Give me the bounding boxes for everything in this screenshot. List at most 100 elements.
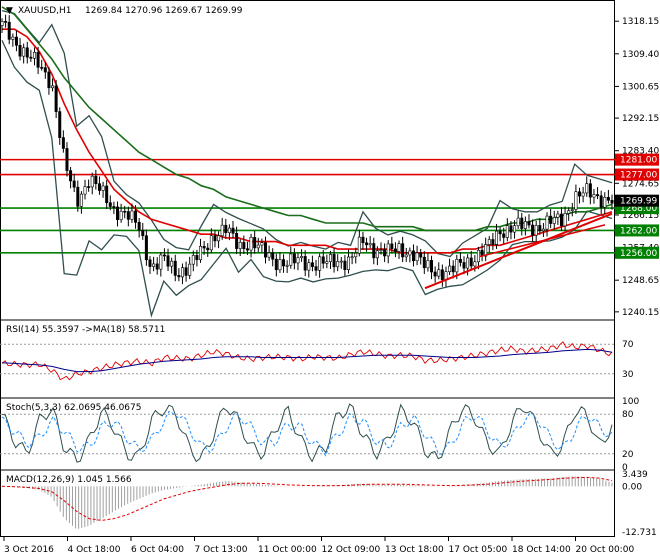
candle-body xyxy=(538,225,542,232)
candle-body xyxy=(83,186,87,195)
rsi-panel[interactable] xyxy=(0,341,615,381)
candle-body xyxy=(134,210,138,223)
candle-body xyxy=(451,265,455,273)
candle-body xyxy=(365,242,369,246)
candle-body xyxy=(148,259,152,267)
candle-body xyxy=(101,185,105,191)
candle-body xyxy=(40,67,44,69)
candle-body xyxy=(79,193,83,207)
time-axis-label: 4 Oct 18:00 xyxy=(68,545,121,555)
candle-body xyxy=(494,230,498,245)
candle-body xyxy=(36,51,40,68)
candle-body xyxy=(458,259,462,263)
time-axis-label: 7 Oct 13:00 xyxy=(195,545,248,555)
candle-body xyxy=(108,202,112,207)
candle-body xyxy=(578,191,582,197)
stoch-signal-line xyxy=(1,410,613,457)
candle-body xyxy=(76,186,80,207)
candle-body xyxy=(357,236,361,254)
candle-body xyxy=(199,246,203,261)
candle-body xyxy=(144,235,148,261)
level-price-label: 1256.00 xyxy=(620,249,657,259)
candle-body xyxy=(307,262,311,271)
candle-body xyxy=(386,243,390,257)
stoch-panel[interactable] xyxy=(0,403,615,463)
candle-body xyxy=(303,256,307,271)
candle-body xyxy=(263,242,267,258)
candle-body xyxy=(310,262,314,267)
candle-body xyxy=(523,221,527,229)
candle-body xyxy=(541,228,545,232)
candle-body xyxy=(393,248,397,252)
ma-slow-line xyxy=(2,28,613,254)
candle-body xyxy=(516,217,520,227)
symbol-dropdown-icon[interactable]: ▼ xyxy=(6,6,13,16)
current-price-label: 1269.99 xyxy=(620,197,657,207)
macd-panel[interactable] xyxy=(1,476,613,529)
time-axis-label: 6 Oct 04:00 xyxy=(131,545,184,555)
price-axis-label: 1300.65 xyxy=(622,82,659,92)
candle-body xyxy=(105,185,109,204)
candle-body xyxy=(336,261,340,268)
candle-body xyxy=(271,252,275,260)
candle-body xyxy=(556,213,560,218)
macd-axis-label: -12.731 xyxy=(622,528,657,538)
stoch-axis-label: 20 xyxy=(622,450,634,460)
candle-body xyxy=(256,244,260,249)
candle-body xyxy=(152,263,156,267)
candle-body xyxy=(137,222,141,231)
candle-body xyxy=(195,255,199,261)
candle-body xyxy=(552,217,556,224)
candle-body xyxy=(213,235,217,242)
candle-body xyxy=(249,237,253,251)
candle-body xyxy=(162,254,166,257)
price-axis-label: 1292.15 xyxy=(622,114,659,124)
candle-body xyxy=(289,253,293,266)
candle-body xyxy=(235,233,239,249)
candle-body xyxy=(509,225,513,233)
level-price-label: 1268.00 xyxy=(620,204,657,214)
candle-body xyxy=(209,235,213,251)
candle-body xyxy=(260,242,264,246)
price-axis-label: 1309.40 xyxy=(622,50,659,60)
candle-body xyxy=(227,227,231,234)
candle-body xyxy=(22,47,26,57)
price-axis-label: 1283.40 xyxy=(622,147,659,157)
candle-body xyxy=(220,224,224,236)
chart-symbol: XAUUSD,H1 xyxy=(18,6,72,16)
candle-body xyxy=(596,194,600,197)
candle-body xyxy=(513,225,517,233)
level-price-tag xyxy=(615,246,659,259)
candle-body xyxy=(155,263,159,270)
ma-fast-line xyxy=(1,6,613,232)
candle-body xyxy=(588,183,592,198)
candle-body xyxy=(534,225,538,236)
candle-body xyxy=(61,137,65,149)
candle-body xyxy=(14,36,18,46)
rsi-level-label: 70 xyxy=(622,340,634,350)
candle-body xyxy=(300,256,304,259)
price-axis-label: 1248.65 xyxy=(622,276,659,286)
candle-body xyxy=(610,200,614,204)
level-price-tag xyxy=(615,224,659,237)
candle-body xyxy=(116,206,120,221)
candle-body xyxy=(206,247,210,251)
price-axis-label: 1240.15 xyxy=(622,308,659,318)
candle-body xyxy=(368,243,372,246)
price-panel[interactable] xyxy=(0,6,615,318)
candle-body xyxy=(159,254,163,270)
candle-body xyxy=(188,263,192,276)
time-axis-label: 11 Oct 00:00 xyxy=(258,545,317,555)
candle-body xyxy=(581,192,585,197)
candle-body xyxy=(599,195,603,208)
stoch-main-line xyxy=(1,403,613,463)
level-price-label: 1262.00 xyxy=(620,226,657,236)
candle-body xyxy=(130,210,134,220)
candle-body xyxy=(177,275,181,278)
candle-body xyxy=(314,266,318,271)
candle-body xyxy=(245,248,249,251)
candle-body xyxy=(184,267,188,276)
macd-title: MACD(12,26,9) 1.045 1.566 xyxy=(6,475,132,485)
price-axis-label: 1318.15 xyxy=(622,17,659,27)
